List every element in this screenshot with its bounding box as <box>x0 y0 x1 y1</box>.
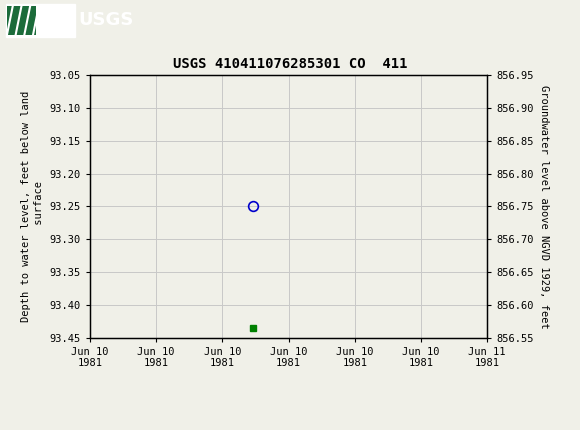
Text: USGS 410411076285301 CO  411: USGS 410411076285301 CO 411 <box>173 57 407 71</box>
Bar <box>7 6 36 35</box>
Y-axis label: Depth to water level, feet below land
 surface: Depth to water level, feet below land su… <box>21 91 44 322</box>
Y-axis label: Groundwater level above NGVD 1929, feet: Groundwater level above NGVD 1929, feet <box>539 85 549 328</box>
Text: USGS: USGS <box>78 12 133 29</box>
Bar <box>6 4 75 37</box>
